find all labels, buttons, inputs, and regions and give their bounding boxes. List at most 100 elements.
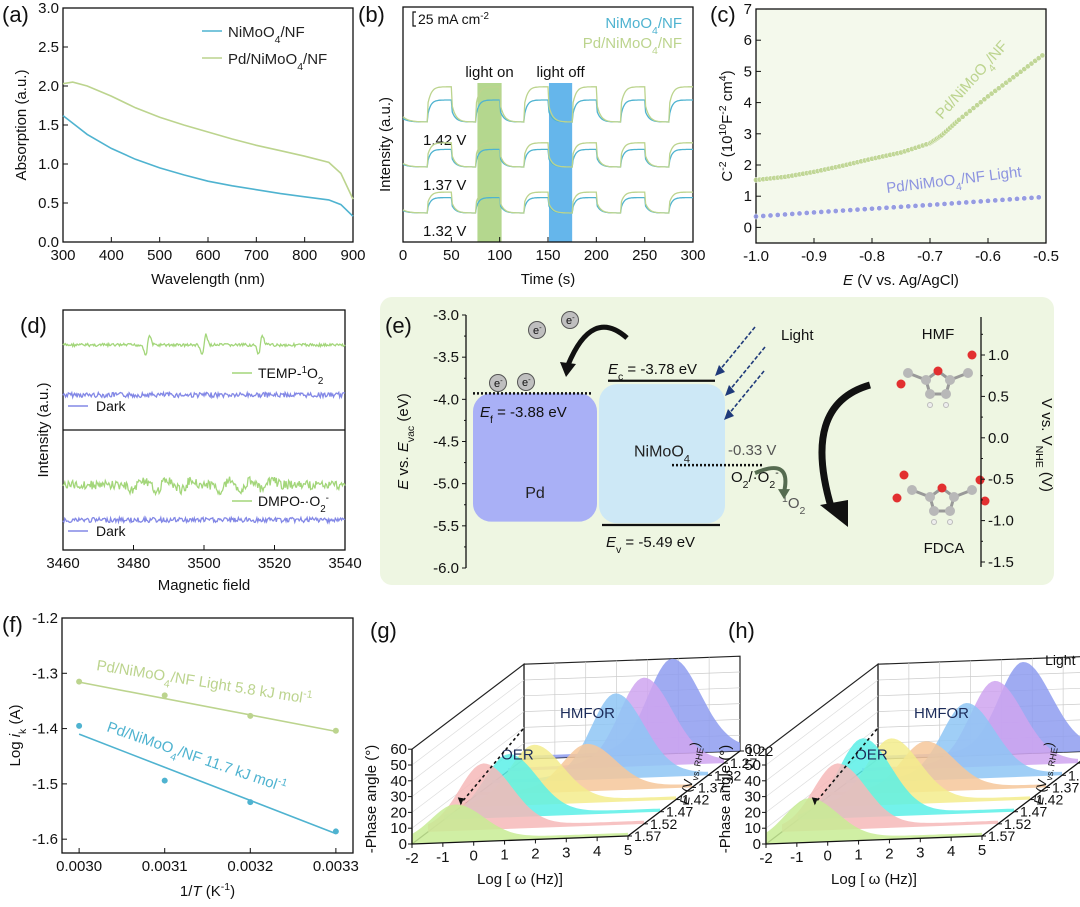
electron-icon	[489, 374, 507, 392]
data-point	[247, 799, 254, 806]
trace-1.32V-nimoo4	[402, 196, 693, 214]
y-axis-title: Intensity (a.u.)	[377, 97, 394, 192]
plot-frame-a	[62, 7, 354, 243]
scale-bar-label-part: -2	[480, 11, 489, 22]
legend-label-part: Pd/NiMoO	[583, 35, 652, 52]
z-axis-title-part: (V	[1032, 778, 1050, 797]
y-axis-title-right: V vs. VNHE (V)	[1033, 398, 1055, 492]
electron-label-part: -	[528, 375, 531, 384]
x-tick-label: 50	[443, 247, 460, 264]
data-point	[161, 777, 168, 784]
x-tick-label: 2	[531, 845, 539, 862]
z-axis-title-part: )	[1041, 741, 1057, 748]
data-point	[1021, 195, 1028, 202]
data-point	[796, 210, 803, 217]
y-tick-label: 2.0	[38, 78, 59, 95]
x-tick-label: 5	[624, 842, 632, 859]
panel-h-bode-3d-light-chart: (h) -2-101234501020304050601.221.271.321…	[717, 618, 1080, 888]
legend-label-part: 1	[302, 365, 307, 376]
y-tick-label-right: -1.5	[988, 554, 1014, 571]
y-axis-title: -Phase angle (°)	[363, 745, 380, 854]
x-tick-label: 3460	[46, 555, 79, 572]
y-tick-label: 3.0	[38, 0, 59, 17]
z-axis-title-part: E	[677, 794, 693, 805]
x-tick-label: 4	[593, 843, 601, 860]
x-axis-line	[411, 835, 629, 845]
y-tick-label: 0.5	[38, 195, 59, 212]
data-point	[767, 212, 774, 219]
legend-label-part: 2	[318, 376, 323, 387]
ef-label-part: E	[480, 404, 491, 421]
annotation-oer: OER	[501, 747, 534, 764]
data-point	[869, 205, 875, 212]
potential-label: 1.37 V	[423, 177, 466, 194]
panel-a-absorption-chart: (a) 300 400 500 600 700 800 900 0.0 0.5 1.0 1.5 2.0…	[2, 0, 366, 288]
y-axis-title-part: -2	[717, 161, 729, 170]
electron-label-part: -	[572, 313, 575, 322]
x-tick-label: -2	[405, 850, 418, 867]
data-point	[825, 208, 832, 215]
grid-line	[877, 672, 1080, 681]
x-tick-label: 500	[147, 247, 172, 264]
scale-bar-label: 25 mA cm-2	[418, 11, 489, 28]
carbon-atom	[949, 492, 959, 502]
annotation-light-part: /NF Light 5.8 kJ mol	[169, 669, 303, 707]
z-tick-label: 1.42	[1036, 792, 1063, 808]
data-point	[1039, 52, 1046, 59]
annotation-dark-part: -1	[276, 775, 289, 789]
data-point	[898, 203, 904, 210]
data-point	[76, 678, 83, 685]
y-tick-label: 1.0	[38, 156, 59, 173]
electron-label-part: e	[566, 315, 572, 327]
reaction-arrowhead	[820, 500, 848, 527]
oxygen-atom	[899, 470, 909, 480]
ec-label-part: c	[618, 371, 623, 383]
carbon-atom	[929, 506, 939, 516]
x-axis-line	[765, 835, 983, 845]
y-axis-title-left-part: E	[395, 441, 412, 452]
x-tick-label: 600	[195, 247, 220, 264]
hydrogen-atom	[947, 519, 953, 525]
corner-label-light: Light	[1045, 652, 1075, 668]
annotation-dark-part: Pd/NiMoO	[105, 719, 176, 758]
data-point	[811, 209, 817, 216]
x-axis-title: Magnetic field	[158, 577, 251, 594]
x-tick-label: 3500	[187, 555, 220, 572]
z-tick-label: 1.37	[698, 779, 725, 795]
x-tick-label: 3	[916, 844, 924, 861]
electron-label-part: e	[533, 325, 539, 337]
carbon-atom	[921, 375, 931, 385]
data-point	[774, 212, 781, 218]
y-tick-label-right: 0.0	[988, 430, 1009, 447]
y-axis-title-right-part: (V)	[1038, 468, 1055, 492]
y-tick-label: 0	[753, 836, 761, 853]
band-label: light off	[537, 64, 586, 81]
panel-f-arrhenius-chart: (f) 0.0030 0.0031 0.0032 0.0033 -1.2 -1.3 -1.4…	[2, 610, 359, 900]
y-tick-label: 0	[399, 836, 407, 853]
x-tick-label: 3480	[117, 555, 150, 572]
trace-1.42V-pd-nimoo4	[402, 86, 693, 123]
trend-arrow	[814, 728, 878, 804]
y-tick-label: 4	[744, 95, 752, 112]
panel-label-a: (a)	[2, 2, 29, 27]
grid-line	[765, 695, 879, 782]
y-tick-label: 30	[744, 789, 761, 806]
data-point	[905, 203, 912, 210]
o2-couple-label-part: 2	[743, 479, 749, 491]
carbon-atom	[963, 368, 973, 378]
y-axis-title-part: 4	[717, 75, 729, 81]
legend-label-part: 4	[652, 45, 658, 57]
x-tick-label: -0.5	[1033, 248, 1059, 265]
x-tick-label: -0.6	[975, 248, 1001, 265]
dark-trace	[62, 390, 346, 400]
y-tick-label: 0	[744, 219, 752, 236]
x-axis-title-part: T	[192, 883, 203, 900]
data-point	[832, 208, 839, 214]
legend-label-part: TEMP-	[258, 365, 302, 381]
carbon-atom	[925, 492, 935, 502]
carbon-atom	[967, 485, 977, 495]
y-tick-label-right: 0.5	[988, 388, 1009, 405]
o2-couple-label-part: O	[731, 469, 743, 486]
data-point	[161, 692, 168, 699]
